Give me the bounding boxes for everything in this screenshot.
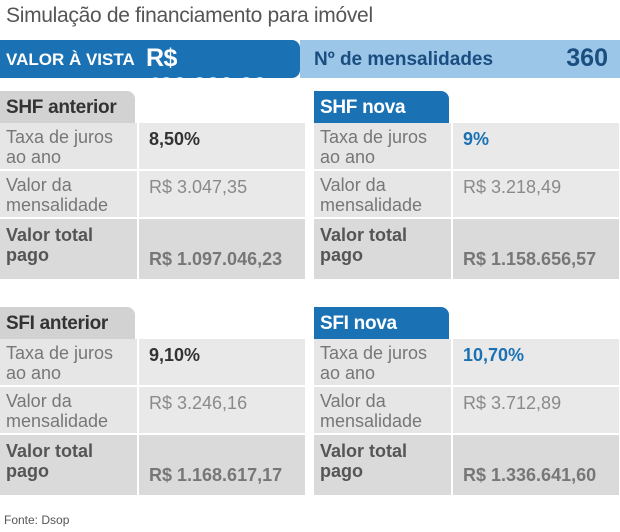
- rate-row: Taxa de juros ao ano 8,50%: [0, 123, 305, 171]
- monthly-value: R$ 3.712,89: [463, 393, 562, 413]
- monthly-label: Valor da mensalidade: [320, 391, 423, 431]
- monthly-value: R$ 3.246,16: [149, 393, 248, 413]
- rate-label: Taxa de juros ao ano: [320, 127, 428, 167]
- total-row: Valor total pago R$ 1.168.617,17: [0, 435, 305, 495]
- panel-tab: SHF anterior: [0, 91, 135, 123]
- monthly-row: Valor da mensalidade R$ 3.246,16: [0, 387, 305, 435]
- monthly-row: Valor da mensalidade R$ 3.218,49: [314, 171, 619, 219]
- rate-row: Taxa de juros ao ano 10,70%: [314, 339, 619, 387]
- rate-row: Taxa de juros ao ano 9,10%: [0, 339, 305, 387]
- monthly-label: Valor da mensalidade: [6, 391, 109, 431]
- rate-label: Taxa de juros ao ano: [320, 343, 428, 383]
- monthly-label: Valor da mensalidade: [6, 175, 109, 215]
- monthly-value: R$ 3.047,35: [149, 177, 248, 197]
- panel-tab: SHF nova: [314, 91, 449, 123]
- monthly-row: Valor da mensalidade R$ 3.047,35: [0, 171, 305, 219]
- total-row: Valor total pago R$ 1.158.656,57: [314, 219, 619, 279]
- source-note: Fonte: Dsop: [4, 513, 70, 527]
- total-row: Valor total pago R$ 1.336.641,60: [314, 435, 619, 495]
- total-value: R$ 1.158.656,57: [463, 249, 597, 269]
- monthly-label: Valor da mensalidade: [320, 175, 423, 215]
- rate-value: 9%: [463, 129, 490, 149]
- cash-value-box: VALOR À VISTA R$ 400.000,00: [0, 40, 300, 101]
- monthly-row: Valor da mensalidade R$ 3.712,89: [314, 387, 619, 435]
- rate-row: Taxa de juros ao ano 9%: [314, 123, 619, 171]
- installments-box: Nº de mensalidades 360: [300, 40, 620, 78]
- total-value: R$ 1.097.046,23: [149, 249, 283, 269]
- total-label: Valor total pago: [320, 441, 408, 481]
- total-row: Valor total pago R$ 1.097.046,23: [0, 219, 305, 279]
- cash-value: R$ 400.000,00: [146, 44, 267, 101]
- rate-label: Taxa de juros ao ano: [6, 127, 114, 167]
- installments-value: 360: [566, 44, 608, 72]
- panel-tab: SFI nova: [314, 307, 449, 339]
- rate-value: 8,50%: [149, 129, 201, 149]
- cash-label: VALOR À VISTA: [6, 50, 135, 69]
- total-label: Valor total pago: [320, 225, 408, 265]
- total-label: Valor total pago: [6, 441, 94, 481]
- monthly-value: R$ 3.218,49: [463, 177, 562, 197]
- panel-tab: SFI anterior: [0, 307, 135, 339]
- summary-bar: VALOR À VISTA R$ 400.000,00 Nº de mensal…: [0, 40, 620, 101]
- total-value: R$ 1.336.641,60: [463, 465, 597, 485]
- installments-label: Nº de mensalidades: [314, 49, 494, 70]
- rate-value: 10,70%: [463, 345, 525, 365]
- page-title: Simulação de financiamento para imóvel: [6, 4, 373, 27]
- total-value: R$ 1.168.617,17: [149, 465, 283, 485]
- total-label: Valor total pago: [6, 225, 94, 265]
- rate-label: Taxa de juros ao ano: [6, 343, 114, 383]
- rate-value: 9,10%: [149, 345, 201, 365]
